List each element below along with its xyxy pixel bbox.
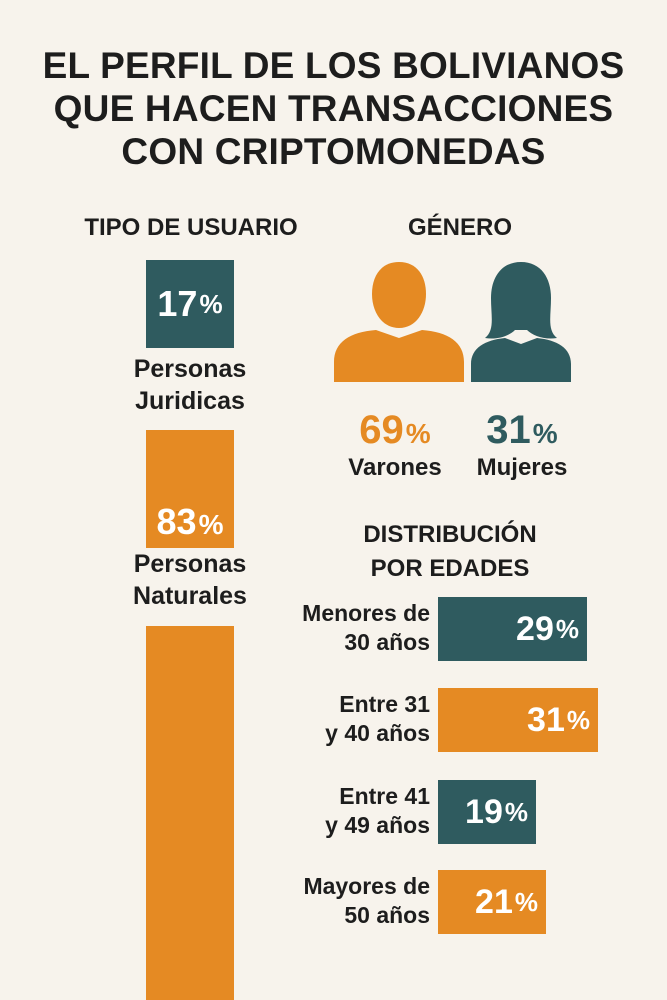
juridicas-unit: % xyxy=(199,288,223,319)
title-line-2: QUE HACEN TRANSACCIONES xyxy=(53,88,614,129)
naturales-value-wrap: 83% xyxy=(120,500,260,547)
naturales-unit: % xyxy=(198,509,224,540)
age-label-line2: 50 años xyxy=(344,902,430,928)
age-label-line2: 30 años xyxy=(344,629,430,655)
age-label-line2: y 40 años xyxy=(325,720,430,746)
age-heading-line1: DISTRIBUCIÓN xyxy=(363,521,537,548)
user-type-heading: TIPO DE USUARIO xyxy=(84,214,298,241)
naturales-label: Personas Naturales xyxy=(60,548,320,612)
naturales-label-line1: Personas xyxy=(133,550,247,578)
user-type-bar-naturales-bottom xyxy=(146,626,234,1000)
age-bar-0: 29% xyxy=(438,597,587,661)
age-label-1: Entre 31 y 40 años xyxy=(260,690,430,748)
age-label-line1: Menores de xyxy=(302,600,430,626)
title-line-3: CON CRIPTOMONEDAS xyxy=(121,131,546,172)
male-unit: % xyxy=(405,418,431,449)
age-bar-value: 19 xyxy=(465,792,503,831)
female-value: 31 xyxy=(486,408,531,452)
age-label-line1: Entre 41 xyxy=(339,783,430,809)
age-heading: DISTRIBUCIÓN POR EDADES xyxy=(320,518,580,586)
user-type-bar-juridicas: 17% xyxy=(146,260,234,348)
age-bar-2: 19% xyxy=(438,780,536,844)
juridicas-label: Personas Juridicas xyxy=(90,353,290,417)
age-bar-unit: % xyxy=(514,886,538,917)
age-label-0: Menores de 30 años xyxy=(260,599,430,657)
age-bar-value: 31 xyxy=(527,700,565,739)
juridicas-value: 17 xyxy=(157,283,198,324)
age-bar-unit: % xyxy=(555,613,579,644)
female-pct: 31% xyxy=(462,408,582,456)
male-label: Varones xyxy=(348,454,442,481)
male-person-icon xyxy=(334,262,464,382)
male-pct: 69% xyxy=(335,408,455,456)
gender-heading: GÉNERO xyxy=(407,214,512,241)
age-label-line1: Entre 31 xyxy=(339,691,430,717)
naturales-label-line2: Naturales xyxy=(133,582,247,610)
age-label-3: Mayores de 50 años xyxy=(260,872,430,930)
age-bar-value: 21 xyxy=(475,882,513,921)
age-bar-3: 21% xyxy=(438,870,546,934)
age-label-line2: y 49 años xyxy=(325,812,430,838)
juridicas-label-line1: Personas xyxy=(133,355,247,383)
age-bar-unit: % xyxy=(504,796,528,827)
juridicas-label-line2: Juridicas xyxy=(135,387,245,415)
page-title: EL PERFIL DE LOS BOLIVIANOS QUE HACEN TR… xyxy=(0,44,667,173)
female-label: Mujeres xyxy=(476,454,568,481)
age-label-line1: Mayores de xyxy=(303,873,430,899)
age-bar-value: 29 xyxy=(516,609,554,648)
age-heading-line2: POR EDADES xyxy=(370,555,530,582)
age-bar-1: 31% xyxy=(438,688,598,752)
age-bar-unit: % xyxy=(566,704,590,735)
title-line-1: EL PERFIL DE LOS BOLIVIANOS xyxy=(42,45,625,86)
user-type-bar-naturales-top xyxy=(146,430,234,550)
age-label-2: Entre 41 y 49 años xyxy=(260,782,430,840)
female-person-icon xyxy=(471,262,571,382)
naturales-value: 83 xyxy=(156,501,197,542)
male-value: 69 xyxy=(359,408,404,452)
female-unit: % xyxy=(532,418,558,449)
